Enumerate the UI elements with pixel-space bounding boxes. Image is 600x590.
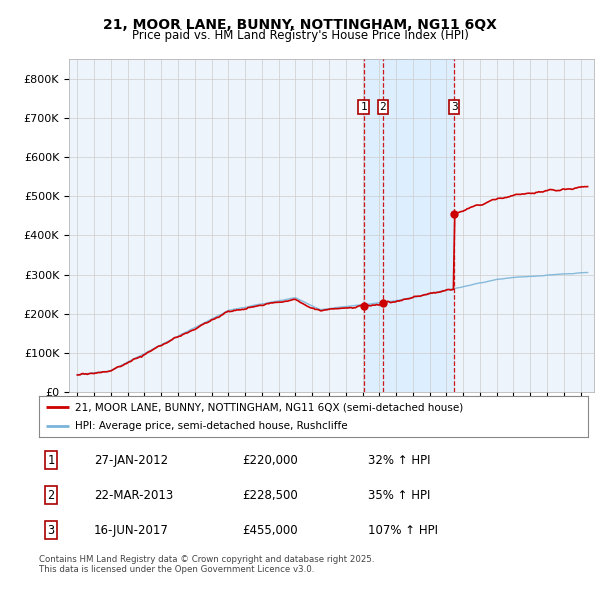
- Text: 22-MAR-2013: 22-MAR-2013: [94, 489, 173, 502]
- Text: £228,500: £228,500: [242, 489, 298, 502]
- Text: 3: 3: [451, 102, 457, 112]
- Text: 35% ↑ HPI: 35% ↑ HPI: [368, 489, 431, 502]
- Text: 16-JUN-2017: 16-JUN-2017: [94, 524, 169, 537]
- Text: £220,000: £220,000: [242, 454, 298, 467]
- Text: Contains HM Land Registry data © Crown copyright and database right 2025.
This d: Contains HM Land Registry data © Crown c…: [39, 555, 374, 574]
- Text: HPI: Average price, semi-detached house, Rushcliffe: HPI: Average price, semi-detached house,…: [74, 421, 347, 431]
- Text: 27-JAN-2012: 27-JAN-2012: [94, 454, 168, 467]
- Text: 1: 1: [47, 454, 55, 467]
- Text: 107% ↑ HPI: 107% ↑ HPI: [368, 524, 439, 537]
- Text: 32% ↑ HPI: 32% ↑ HPI: [368, 454, 431, 467]
- Text: £455,000: £455,000: [242, 524, 298, 537]
- Bar: [364, 59, 454, 392]
- Text: 1: 1: [361, 102, 367, 112]
- Text: Price paid vs. HM Land Registry's House Price Index (HPI): Price paid vs. HM Land Registry's House …: [131, 30, 469, 42]
- Text: 21, MOOR LANE, BUNNY, NOTTINGHAM, NG11 6QX (semi-detached house): 21, MOOR LANE, BUNNY, NOTTINGHAM, NG11 6…: [74, 402, 463, 412]
- Text: 2: 2: [380, 102, 386, 112]
- Text: 2: 2: [47, 489, 55, 502]
- Text: 21, MOOR LANE, BUNNY, NOTTINGHAM, NG11 6QX: 21, MOOR LANE, BUNNY, NOTTINGHAM, NG11 6…: [103, 18, 497, 32]
- Text: 3: 3: [47, 524, 55, 537]
